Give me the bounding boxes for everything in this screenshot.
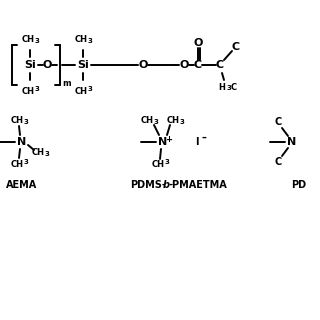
Text: 3: 3 <box>164 159 169 165</box>
Text: 3: 3 <box>227 85 231 91</box>
Text: 3: 3 <box>180 119 184 125</box>
Text: b: b <box>163 180 170 190</box>
Text: N: N <box>17 137 27 147</box>
Text: O: O <box>193 38 203 48</box>
Text: CH: CH <box>140 116 154 124</box>
Text: CH: CH <box>11 159 23 169</box>
Text: CH: CH <box>21 86 35 95</box>
Text: Si: Si <box>24 60 36 70</box>
Text: 3: 3 <box>88 38 92 44</box>
Text: H: H <box>219 83 225 92</box>
Text: 3: 3 <box>154 119 158 125</box>
Text: O: O <box>179 60 189 70</box>
Text: C: C <box>232 42 240 52</box>
Text: CH: CH <box>75 35 87 44</box>
Text: CH: CH <box>11 116 23 124</box>
Text: CH: CH <box>75 86 87 95</box>
Text: 3: 3 <box>24 119 28 125</box>
Text: O: O <box>138 60 148 70</box>
Text: O: O <box>42 60 52 70</box>
Text: PDMS-: PDMS- <box>130 180 166 190</box>
Text: -PMAETMA: -PMAETMA <box>168 180 227 190</box>
Text: C: C <box>216 60 224 70</box>
Text: 3: 3 <box>35 38 39 44</box>
Text: CH: CH <box>21 35 35 44</box>
Text: PD: PD <box>292 180 307 190</box>
Text: 3: 3 <box>44 151 49 157</box>
Text: Si: Si <box>77 60 89 70</box>
Text: CH: CH <box>166 116 180 124</box>
Text: CH: CH <box>151 159 164 169</box>
Text: +: + <box>165 134 172 143</box>
Text: m: m <box>63 78 71 87</box>
Text: C: C <box>194 60 202 70</box>
Text: C: C <box>274 117 282 127</box>
Text: –: – <box>202 133 206 143</box>
Text: N: N <box>287 137 297 147</box>
Text: C: C <box>274 157 282 167</box>
Text: I: I <box>195 137 199 147</box>
Text: AEMA: AEMA <box>6 180 38 190</box>
Text: N: N <box>158 137 168 147</box>
Text: 3: 3 <box>35 86 39 92</box>
Text: CH: CH <box>31 148 44 156</box>
Text: C: C <box>231 83 237 92</box>
Text: 3: 3 <box>24 159 28 165</box>
Text: 3: 3 <box>88 86 92 92</box>
